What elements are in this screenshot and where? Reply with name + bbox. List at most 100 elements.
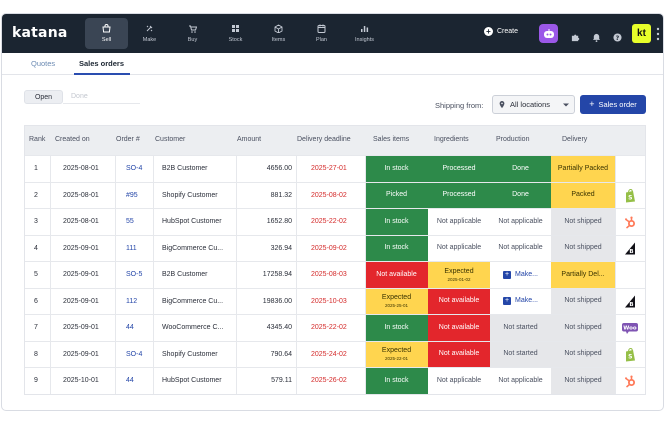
- ingredients-expected-date: 2025-01-02: [447, 276, 471, 282]
- table-row[interactable]: 6 2025-09-01 112 BigCommerce Cu... 19836.00 2…: [25, 287, 645, 314]
- delivery-status-text: Partially Packed: [557, 164, 609, 172]
- order-number-link[interactable]: SO-4: [126, 350, 143, 358]
- production-status-cell[interactable]: Done: [490, 156, 551, 182]
- katana-logo[interactable]: katana: [12, 25, 68, 41]
- kebab-menu-icon[interactable]: [656, 26, 660, 42]
- nav-item-label: Buy: [187, 37, 198, 43]
- ingredients-status-cell[interactable]: Not available: [428, 288, 490, 314]
- sales-status-cell[interactable]: Not available: [365, 262, 428, 288]
- production-status-cell[interactable]: Not applicable: [490, 235, 551, 261]
- table-row[interactable]: 8 2025-09-01 SO-4 Shopify Customer 790.64 202…: [25, 340, 645, 367]
- nav-item-make[interactable]: Make: [128, 18, 171, 49]
- ingredients-status-cell[interactable]: Expected 2025-01-02: [428, 262, 490, 288]
- sales-status-cell[interactable]: In stock: [365, 209, 428, 235]
- table-row[interactable]: 9 2025-10-01 44 HubSpot Customer 579.11 2025-…: [25, 367, 645, 394]
- order-number-link[interactable]: SO-4: [126, 165, 143, 173]
- create-label: Create: [497, 28, 519, 35]
- tab-sales-orders[interactable]: Sales orders: [79, 59, 125, 68]
- sales-status-cell[interactable]: Expected 2025-25-01: [365, 288, 428, 314]
- puzzle-icon[interactable]: [571, 29, 580, 42]
- delivery-status-cell[interactable]: Not shipped: [551, 235, 615, 261]
- sales-status-cell[interactable]: In stock: [365, 315, 428, 341]
- make-order-link[interactable]: + Make...: [503, 297, 538, 306]
- sales-status-cell[interactable]: Expected 2025-22-01: [365, 341, 428, 367]
- table-row[interactable]: 4 2025-09-01 111 BigCommerce Cu... 326.94 202…: [25, 234, 645, 261]
- sales-status-text: In stock: [384, 164, 409, 172]
- sales-status-cell[interactable]: In stock: [365, 368, 428, 394]
- order-number-link[interactable]: #95: [126, 191, 138, 199]
- create-button[interactable]: + Create: [484, 27, 518, 36]
- make-order-link[interactable]: + Make...: [503, 271, 538, 279]
- column-header-production[interactable]: Production: [496, 136, 530, 143]
- production-status-cell[interactable]: + Make...: [490, 288, 551, 314]
- ingredients-status-cell[interactable]: Not applicable: [428, 368, 490, 394]
- assistant-app-icon[interactable]: [539, 24, 558, 43]
- delivery-status-cell[interactable]: Not shipped: [551, 288, 615, 314]
- production-status-cell[interactable]: Not applicable: [490, 209, 551, 235]
- add-sales-order-button[interactable]: + Sales order: [580, 95, 646, 114]
- order-number-link[interactable]: 44: [126, 377, 134, 385]
- ingredients-status-cell[interactable]: Not applicable: [428, 235, 490, 261]
- delivery-status-cell[interactable]: Not shipped: [551, 315, 615, 341]
- delivery-status-cell[interactable]: Partially Packed: [551, 156, 615, 182]
- ingredients-status-cell[interactable]: Not applicable: [428, 209, 490, 235]
- column-header-sales-items[interactable]: Sales items: [373, 136, 410, 143]
- help-icon[interactable]: ?: [613, 29, 622, 42]
- open-done-toggle: Open Done: [24, 90, 140, 104]
- ingredients-status-cell[interactable]: Not available: [428, 315, 490, 341]
- column-header-ingredients[interactable]: Ingredients: [434, 136, 469, 143]
- table-row[interactable]: 2 2025-08-01 #95 Shopify Customer 881.32 2025…: [25, 181, 645, 209]
- nav-item-sell[interactable]: Sell: [85, 18, 128, 49]
- ingredients-status-cell[interactable]: Processed: [428, 182, 490, 208]
- main-nav: Sell Make Buy Stock Items Plan Insights: [85, 14, 386, 53]
- column-header-rank[interactable]: Rank: [29, 136, 46, 143]
- sales-status-cell[interactable]: In stock: [365, 235, 428, 261]
- column-divider: [153, 368, 154, 394]
- nav-item-insights[interactable]: Insights: [343, 18, 386, 49]
- delivery-status-cell[interactable]: Not shipped: [551, 341, 615, 367]
- tab-quotes[interactable]: Quotes: [31, 59, 56, 68]
- column-header-customer[interactable]: Customer: [155, 136, 186, 143]
- table-row[interactable]: 7 2025-09-01 44 WooCommerce C... 4345.40 2025…: [25, 314, 645, 341]
- delivery-status-cell[interactable]: Not shipped: [551, 209, 615, 235]
- production-status-cell[interactable]: Not started: [490, 315, 551, 341]
- order-number-link[interactable]: 55: [126, 218, 134, 226]
- created-on-cell-wrap: 2025-08-01: [50, 209, 115, 235]
- nav-item-plan[interactable]: Plan: [300, 18, 343, 49]
- ingredients-status-cell[interactable]: Not available: [428, 341, 490, 367]
- nav-item-items[interactable]: Items: [257, 18, 300, 49]
- toggle-done[interactable]: Done: [63, 90, 140, 104]
- sales-status-cell[interactable]: Picked: [365, 182, 428, 208]
- nav-item-buy[interactable]: Buy: [171, 18, 214, 49]
- column-header-amount[interactable]: Amount: [237, 136, 262, 143]
- table-row[interactable]: 5 2025-09-01 SO-5 B2B Customer 17258.94 2025-…: [25, 261, 645, 288]
- ingredients-status-cell[interactable]: Processed: [428, 156, 490, 182]
- delivery-status-cell[interactable]: Packed: [551, 182, 615, 208]
- shipping-location-select[interactable]: All locations: [492, 95, 575, 114]
- column-divider: [153, 182, 154, 208]
- sales-status-cell[interactable]: In stock: [365, 156, 428, 182]
- rank-cell: 7: [34, 324, 38, 332]
- table-row[interactable]: 1 2025-08-01 SO-4 B2B Customer 4656.00 2025-2…: [25, 155, 645, 182]
- column-header-order[interactable]: Order #: [116, 136, 140, 143]
- make-label: Make...: [515, 297, 538, 305]
- amount-cell-wrap: 881.32: [236, 183, 296, 209]
- production-status-cell[interactable]: Done: [490, 182, 551, 208]
- column-header-delivery[interactable]: Delivery: [562, 136, 588, 143]
- toggle-open[interactable]: Open: [24, 90, 63, 104]
- order-number-link[interactable]: SO-5: [126, 271, 143, 279]
- production-status-cell[interactable]: Not started: [490, 341, 551, 367]
- column-header-created-on[interactable]: Created on: [55, 136, 90, 143]
- order-number-link[interactable]: 44: [126, 324, 134, 332]
- order-number-link[interactable]: 111: [126, 244, 137, 252]
- column-header-delivery-deadline[interactable]: Delivery deadline: [297, 136, 351, 143]
- bell-icon[interactable]: [592, 29, 601, 42]
- table-row[interactable]: 3 2025-08-01 55 HubSpot Customer 1652.80 2025…: [25, 208, 645, 235]
- production-status-cell[interactable]: + Make...: [490, 262, 551, 288]
- user-avatar[interactable]: kt: [632, 24, 651, 43]
- nav-item-stock[interactable]: Stock: [214, 18, 257, 49]
- order-number-link[interactable]: 112: [126, 297, 138, 305]
- production-status-cell[interactable]: Not applicable: [490, 368, 551, 394]
- delivery-status-cell[interactable]: Partially Del...: [551, 262, 615, 288]
- delivery-status-cell[interactable]: Not shipped: [551, 368, 615, 394]
